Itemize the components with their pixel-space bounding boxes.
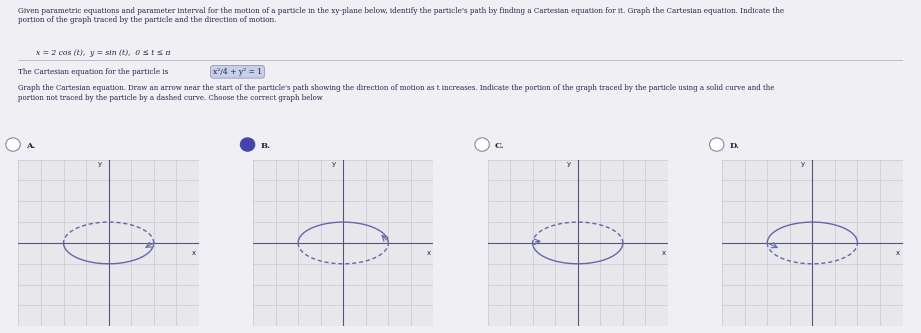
Text: y: y — [801, 161, 805, 167]
Text: The Cartesian equation for the particle is: The Cartesian equation for the particle … — [18, 68, 173, 76]
Text: A.: A. — [26, 142, 35, 150]
Text: x: x — [426, 250, 431, 256]
Text: x: x — [661, 250, 666, 256]
Text: x: x — [192, 250, 196, 256]
Text: Given parametric equations and parameter interval for the motion of a particle i: Given parametric equations and parameter… — [18, 7, 785, 24]
Text: x: x — [896, 250, 900, 256]
Circle shape — [709, 138, 724, 151]
Circle shape — [475, 138, 489, 151]
Text: C.: C. — [495, 142, 505, 150]
Text: Graph the Cartesian equation. Draw an arrow near the start of the particle's pat: Graph the Cartesian equation. Draw an ar… — [18, 85, 775, 102]
Circle shape — [240, 138, 255, 151]
Text: y: y — [566, 161, 571, 167]
Text: y: y — [98, 161, 101, 167]
Circle shape — [6, 138, 20, 151]
Text: x²/4 + y² = 1: x²/4 + y² = 1 — [213, 68, 262, 76]
Text: B.: B. — [261, 142, 270, 150]
Text: D.: D. — [729, 142, 740, 150]
Text: x = 2 cos (t),  y = sin (t),  0 ≤ t ≤ π: x = 2 cos (t), y = sin (t), 0 ≤ t ≤ π — [36, 49, 170, 57]
Text: y: y — [332, 161, 336, 167]
